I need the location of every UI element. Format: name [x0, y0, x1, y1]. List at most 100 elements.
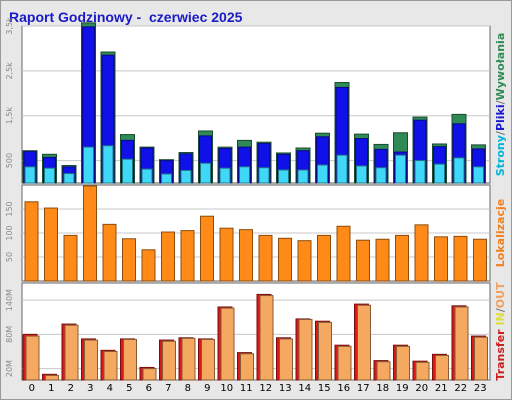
hits-bar-strony [336, 154, 348, 184]
side-label-part: Strony [494, 135, 507, 176]
x-tick-label: 5 [126, 383, 132, 394]
visits-bar-lokalizacje [24, 201, 39, 282]
transfer-bar-out [337, 345, 352, 381]
visits-bar-lokalizacje [375, 238, 390, 282]
visits-bar-lokalizacje [336, 225, 351, 282]
transfer-bar-out [279, 338, 293, 381]
hits-bar-strony [219, 167, 231, 184]
visits-bar-lokalizacje [200, 215, 214, 282]
transfer-bar-out [220, 307, 235, 381]
side-label-part: Pliki [494, 104, 507, 131]
hits-panel [21, 25, 491, 184]
hits-bar-strony [453, 157, 465, 184]
x-tick-label: 2 [68, 383, 74, 394]
x-tick-label: 17 [357, 383, 370, 394]
visits-bar-lokalizacje [44, 207, 58, 282]
visits-bar-lokalizacje [239, 229, 253, 282]
x-tick-label: 8 [185, 383, 191, 394]
transfer-bar-out [162, 340, 176, 381]
transfer-bar-out [454, 306, 469, 381]
visits-side-label: Lokalizacje [494, 199, 507, 267]
hits-bar-strony [356, 165, 367, 184]
visits-bar-lokalizacje [102, 223, 117, 282]
x-tick-label: 12 [259, 383, 272, 394]
hits-bar-strony [161, 173, 172, 184]
visits-bar-lokalizacje [317, 234, 331, 282]
transfer-tick-label: 140M [5, 289, 14, 311]
visits-bar-lokalizacje [414, 224, 429, 282]
side-label-part: Transfer [494, 329, 507, 381]
x-tick-label: 7 [165, 383, 171, 394]
hits-tick-label: 2,5k [5, 62, 14, 80]
hits-bar-strony [63, 173, 75, 184]
visits-bar-lokalizacje [122, 238, 136, 282]
transfer-bar-out [415, 361, 430, 381]
transfer-bar-out [357, 304, 371, 381]
transfer-bar-out [142, 368, 157, 381]
chart-title: Raport Godzinowy - czerwiec 2025 [9, 9, 243, 25]
visits-bar-lokalizacje [356, 239, 370, 282]
x-tick-label: 13 [279, 383, 292, 394]
hits-tick-label: 500 [5, 153, 14, 168]
transfer-tick-label: 80M [5, 326, 14, 343]
visits-bar-lokalizacje [297, 240, 312, 282]
transfer-bar-out [64, 324, 79, 381]
hits-side-label: Strony/Pliki/Wywołania [494, 33, 507, 177]
visits-bar-lokalizacje [434, 236, 448, 282]
visits-tick-label: 100 [5, 225, 14, 240]
hits-bar-strony [83, 146, 94, 184]
visits-bar-lokalizacje [63, 234, 78, 282]
hits-bar-strony [414, 160, 426, 184]
transfer-bar-out [25, 335, 40, 381]
hits-bar-strony [473, 166, 484, 184]
side-label-part: IN [494, 312, 507, 325]
x-tick-label: 1 [48, 383, 54, 394]
hits-bar-strony [297, 169, 309, 184]
hits-bar-strony [258, 167, 270, 184]
hits-bar-strony [141, 168, 153, 184]
transfer-bar-out [123, 338, 137, 381]
transfer-bar-out [474, 336, 488, 381]
transfer-bar-out [298, 319, 313, 381]
x-tick-label: 4 [107, 383, 113, 394]
side-label-part: / [494, 307, 507, 312]
x-tick-label: 18 [376, 383, 389, 394]
x-tick-label: 15 [318, 383, 331, 394]
hits-bar-strony [278, 169, 289, 184]
transfer-bar-out [201, 338, 215, 381]
transfer-bar-out [318, 321, 332, 381]
transfer-side-label: Transfer IN/OUT [494, 282, 507, 381]
visits-bar-lokalizacje [258, 234, 273, 282]
x-tick-label: 19 [396, 383, 409, 394]
x-tick-label: 16 [337, 383, 350, 394]
visits-bar-lokalizacje [141, 249, 156, 282]
visits-tick-label: 50 [5, 252, 14, 262]
x-tick-label: 14 [298, 383, 311, 394]
hits-tick-label: 3,5k [5, 17, 14, 35]
visits-bar-lokalizacje [473, 238, 487, 282]
x-tick-label: 22 [454, 383, 467, 394]
visits-bar-lokalizacje [161, 231, 175, 282]
transfer-panel [21, 282, 491, 381]
visits-bar-lokalizacje [83, 185, 97, 282]
hits-bar-strony [180, 169, 192, 184]
transfer-bar-out [84, 339, 98, 381]
x-tick-label: 21 [435, 383, 448, 394]
x-tick-label: 3 [87, 383, 93, 394]
hits-bar-strony [200, 162, 211, 184]
transfer-bar-out [181, 337, 196, 381]
hits-bar-strony [375, 167, 387, 184]
hits-bar-strony [434, 163, 445, 184]
visits-bar-lokalizacje [180, 230, 195, 282]
hits-tick-label: 1,5k [5, 107, 14, 125]
side-label-part: / [494, 130, 507, 135]
side-label-part: OUT [494, 282, 507, 308]
hits-bar-strony [102, 145, 114, 184]
x-tick-label: 10 [220, 383, 233, 394]
x-tick-label: 20 [415, 383, 428, 394]
hits-bar-strony [44, 167, 55, 184]
visits-bar-lokalizacje [453, 235, 468, 282]
transfer-bar-out [435, 354, 449, 381]
side-label-part: Lokalizacje [494, 199, 507, 267]
side-label-part: / [494, 99, 507, 104]
